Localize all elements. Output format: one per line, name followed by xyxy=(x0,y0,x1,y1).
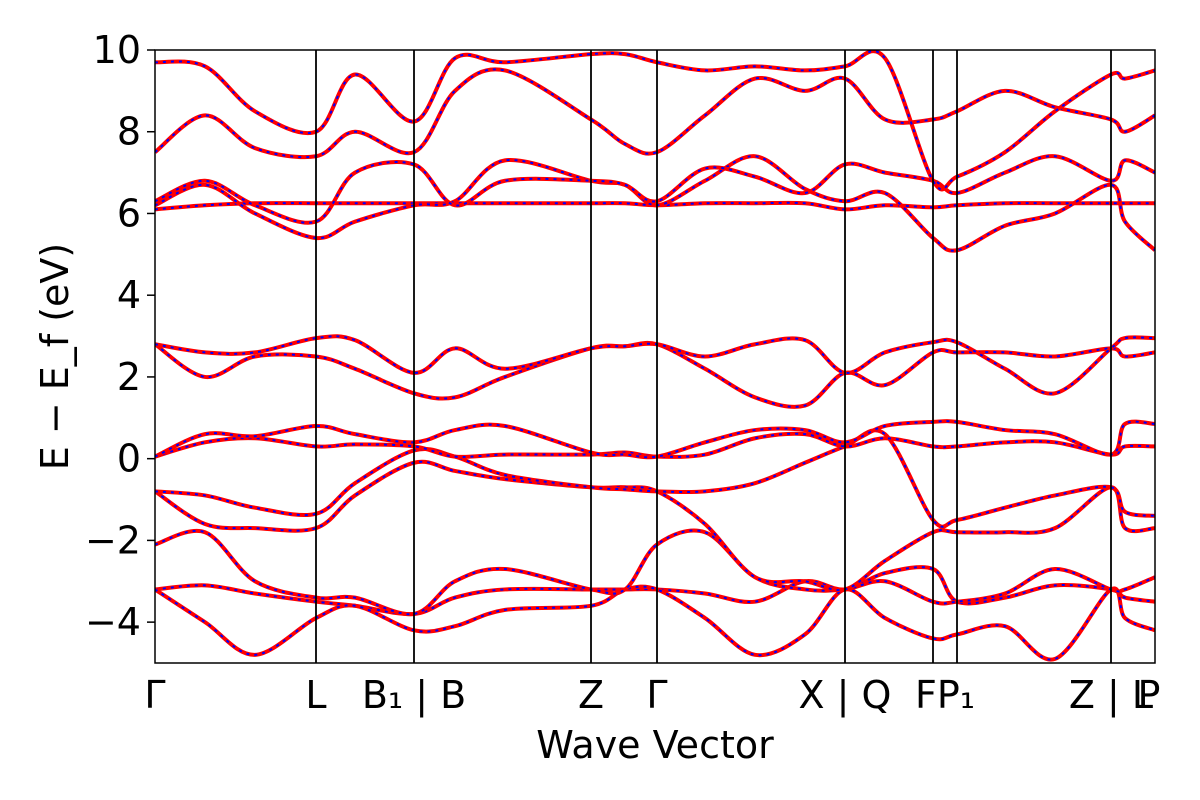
x-tick-label: FP₁ xyxy=(915,673,975,717)
band-line-dft-6 xyxy=(155,419,1155,460)
band-line-wannier-8 xyxy=(155,335,1155,395)
band-line-wannier-4 xyxy=(155,429,1155,528)
y-tick-label: 10 xyxy=(93,28,141,72)
band-line-wannier-5 xyxy=(155,432,1155,458)
band-line-wannier-10 xyxy=(155,155,1155,252)
band-line-wannier-0 xyxy=(155,566,1155,616)
x-tick-label: B₁ | B xyxy=(362,673,466,718)
x-tick-label: L xyxy=(305,673,326,717)
y-axis-label: E − E_f (eV) xyxy=(33,243,77,471)
band-line-wannier-2 xyxy=(155,529,1155,616)
band-line-dft-9 xyxy=(155,200,1155,212)
band-line-dft-7 xyxy=(155,340,1155,409)
y-tick-label: −4 xyxy=(85,600,141,644)
x-tick-label: Z | L xyxy=(1069,673,1153,718)
x-tick-label: X | Q xyxy=(799,673,892,718)
y-axis-ticks: −4 −2 0 2 4 6 8 10 xyxy=(85,28,155,644)
band-line-wannier-13 xyxy=(155,50,1155,191)
band-line-dft-13 xyxy=(155,50,1155,192)
band-line-wannier-1 xyxy=(155,585,1155,661)
x-tick-label: Z xyxy=(578,673,604,717)
y-tick-label: 0 xyxy=(117,437,141,481)
plot-frame xyxy=(154,49,1156,664)
x-tick-label: Γ xyxy=(646,673,667,717)
y-tick-label: 4 xyxy=(117,273,141,317)
band-line-dft-8 xyxy=(155,334,1155,396)
band-line-wannier-12 xyxy=(155,68,1155,159)
x-axis-label: Wave Vector xyxy=(536,723,774,767)
y-tick-label: 2 xyxy=(117,355,141,399)
y-tick-label: 8 xyxy=(117,110,141,154)
band-line-dft-11 xyxy=(155,154,1155,225)
band-line-wannier-3 xyxy=(155,460,1155,592)
x-tick-label: P xyxy=(1138,673,1161,717)
x-tick-label: Γ xyxy=(144,673,165,717)
y-tick-label: 6 xyxy=(117,191,141,235)
y-tick-label: −2 xyxy=(85,518,141,562)
plot-area xyxy=(155,50,1155,662)
band-line-wannier-11 xyxy=(155,155,1155,224)
kpath-lines xyxy=(315,50,1112,663)
band-line-wannier-7 xyxy=(155,341,1155,408)
band-line-dft-3 xyxy=(155,459,1155,593)
band-line-dft-12 xyxy=(155,67,1155,160)
